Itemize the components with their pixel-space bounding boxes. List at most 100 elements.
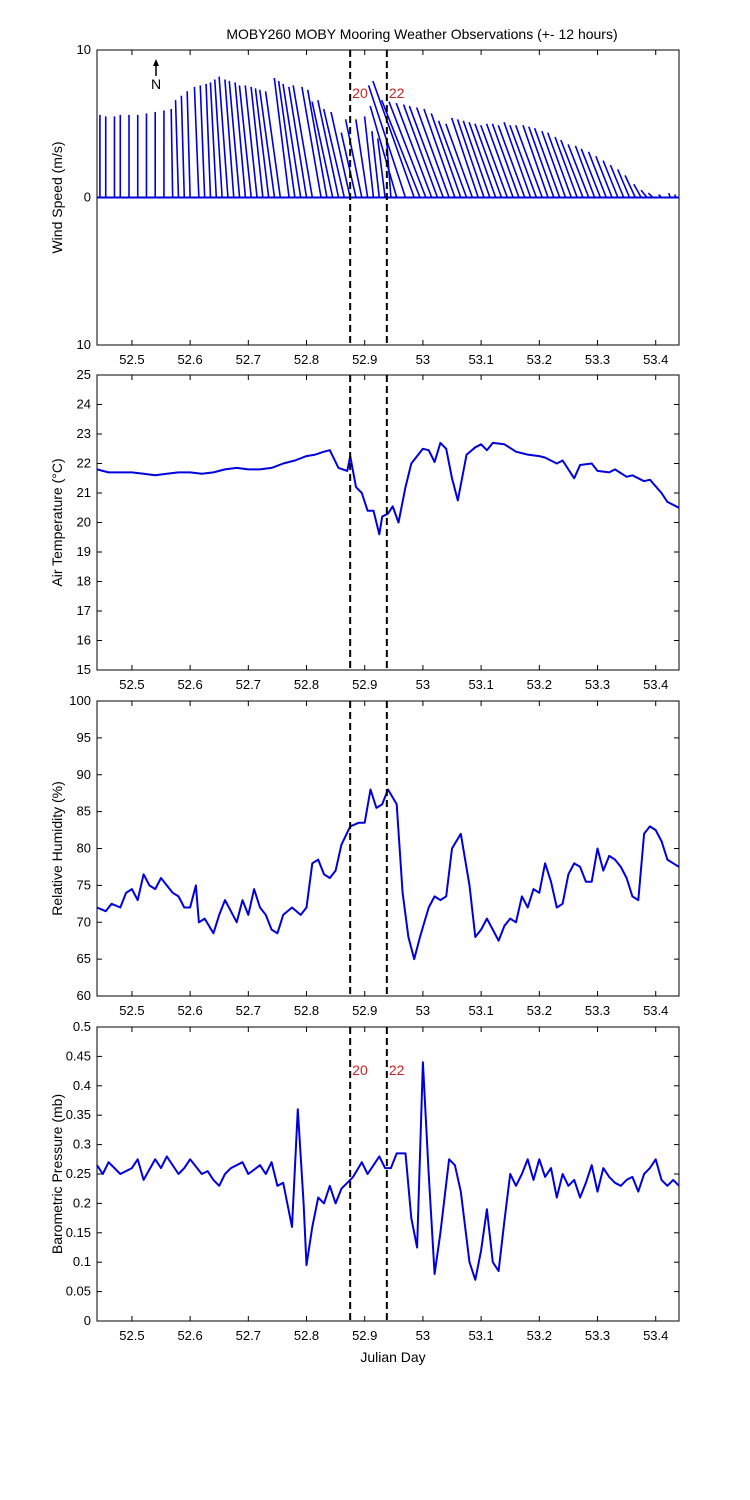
wind-stick (673, 194, 677, 198)
panel-3: 52.5 52.6 52.7 52.8 52.9 53 53.1 53.2 53.3 53.4 60… (49, 693, 680, 1018)
y-tick-label: 0.45 (66, 1048, 91, 1063)
y-tick-label: 10 (77, 337, 91, 352)
wind-stick (633, 183, 642, 198)
x-tick-label: 53.4 (643, 1003, 668, 1018)
x-tick-label: 53.1 (468, 352, 493, 367)
north-label: N (151, 76, 161, 92)
wind-stick (509, 124, 538, 198)
y-tick-label: 0.35 (66, 1107, 91, 1122)
y-tick-label: 22 (77, 456, 91, 471)
wind-stick (415, 107, 450, 198)
x-tick-label: 52.8 (294, 677, 319, 692)
marker-label: 22 (389, 1062, 405, 1078)
wind-stick (474, 123, 503, 198)
x-tick-label: 53.2 (527, 677, 552, 692)
wind-stick (317, 99, 340, 198)
y-tick-label: 0.05 (66, 1284, 91, 1299)
wind-stick (218, 76, 229, 198)
wind-stick (224, 79, 235, 198)
wind-stick (186, 91, 191, 198)
wind-stick (273, 77, 290, 198)
wind-stick (288, 86, 308, 198)
wind-stick (250, 86, 264, 198)
wind-stick (311, 101, 334, 198)
wind-stick (580, 148, 602, 198)
wind-stick (567, 144, 590, 198)
x-tick-label: 52.8 (294, 1328, 319, 1343)
wind-stick (497, 124, 526, 198)
marker-label: 20 (352, 85, 368, 101)
x-tick-label: 52.5 (119, 1003, 144, 1018)
x-tick-label: 52.9 (352, 352, 377, 367)
wind-stick (355, 119, 369, 198)
x-tick-label: 52.7 (236, 1328, 261, 1343)
x-axis-label: Julian Day (360, 1349, 425, 1365)
wind-stick (647, 192, 654, 199)
wind-stick (456, 119, 485, 198)
wind-stick (560, 139, 584, 198)
x-tick-label: 53 (416, 1003, 430, 1018)
y-tick-label: 0.4 (73, 1078, 91, 1093)
wind-stick (587, 151, 607, 198)
x-tick-label: 52.5 (119, 1328, 144, 1343)
x-tick-label: 52.6 (177, 1003, 202, 1018)
wind-stick (514, 124, 543, 198)
x-tick-label: 53.1 (468, 1328, 493, 1343)
wind-stick (602, 160, 619, 198)
y-tick-label: 19 (77, 544, 91, 559)
wind-stick (363, 116, 375, 198)
x-tick-label: 53 (416, 677, 430, 692)
x-tick-label: 53.4 (643, 677, 668, 692)
y-tick-label: 70 (77, 914, 91, 929)
x-tick-label: 53.3 (585, 352, 610, 367)
x-tick-label: 53.3 (585, 1003, 610, 1018)
wind-stick (445, 123, 474, 198)
y-tick-label: 80 (77, 841, 91, 856)
x-tick-label: 53.2 (527, 1003, 552, 1018)
wind-stick (244, 85, 258, 198)
wind-stick (437, 120, 468, 198)
y-tick-label: 0.3 (73, 1137, 91, 1152)
series-line (96, 441, 680, 536)
wind-stick (503, 122, 532, 198)
y-tick-label: 20 (77, 515, 91, 530)
y-tick-label: 90 (77, 767, 91, 782)
y-tick-label: 10 (77, 42, 91, 57)
wind-stick (292, 85, 314, 198)
wind-stick (595, 155, 613, 198)
x-tick-label: 52.8 (294, 1003, 319, 1018)
x-tick-label: 53.3 (585, 677, 610, 692)
wind-stick (344, 119, 363, 198)
x-tick-label: 52.7 (236, 1003, 261, 1018)
wind-stick (616, 169, 631, 198)
x-tick-label: 53.1 (468, 1003, 493, 1018)
wind-stick (380, 99, 421, 198)
y-tick-label: 60 (77, 988, 91, 1003)
x-tick-label: 53.3 (585, 1328, 610, 1343)
wind-stick (369, 105, 398, 198)
wind-stick (533, 127, 561, 198)
y-tick-label: 21 (77, 485, 91, 500)
y-axis-label: Barometric Pressure (mb) (49, 1094, 65, 1254)
y-axis-label: Air Temperature (°C) (49, 458, 65, 586)
x-tick-label: 52.5 (119, 352, 144, 367)
wind-stick (277, 80, 296, 198)
x-tick-label: 53.4 (643, 352, 668, 367)
y-tick-label: 65 (77, 951, 91, 966)
wind-stick (395, 102, 433, 198)
wind-stick (402, 104, 439, 198)
wind-stick (180, 95, 186, 198)
y-tick-label: 0 (84, 190, 91, 205)
x-tick-label: 53.4 (643, 1328, 668, 1343)
y-tick-label: 17 (77, 603, 91, 618)
wind-stick (205, 83, 212, 198)
y-tick-label: 85 (77, 804, 91, 819)
x-tick-label: 53 (416, 352, 430, 367)
wind-stick (491, 123, 520, 198)
wind-stick (213, 79, 223, 198)
x-tick-label: 52.6 (177, 1328, 202, 1343)
y-tick-label: 23 (77, 426, 91, 441)
y-tick-label: 95 (77, 730, 91, 745)
y-tick-label: 0.5 (73, 1019, 91, 1034)
wind-stick (301, 86, 322, 198)
